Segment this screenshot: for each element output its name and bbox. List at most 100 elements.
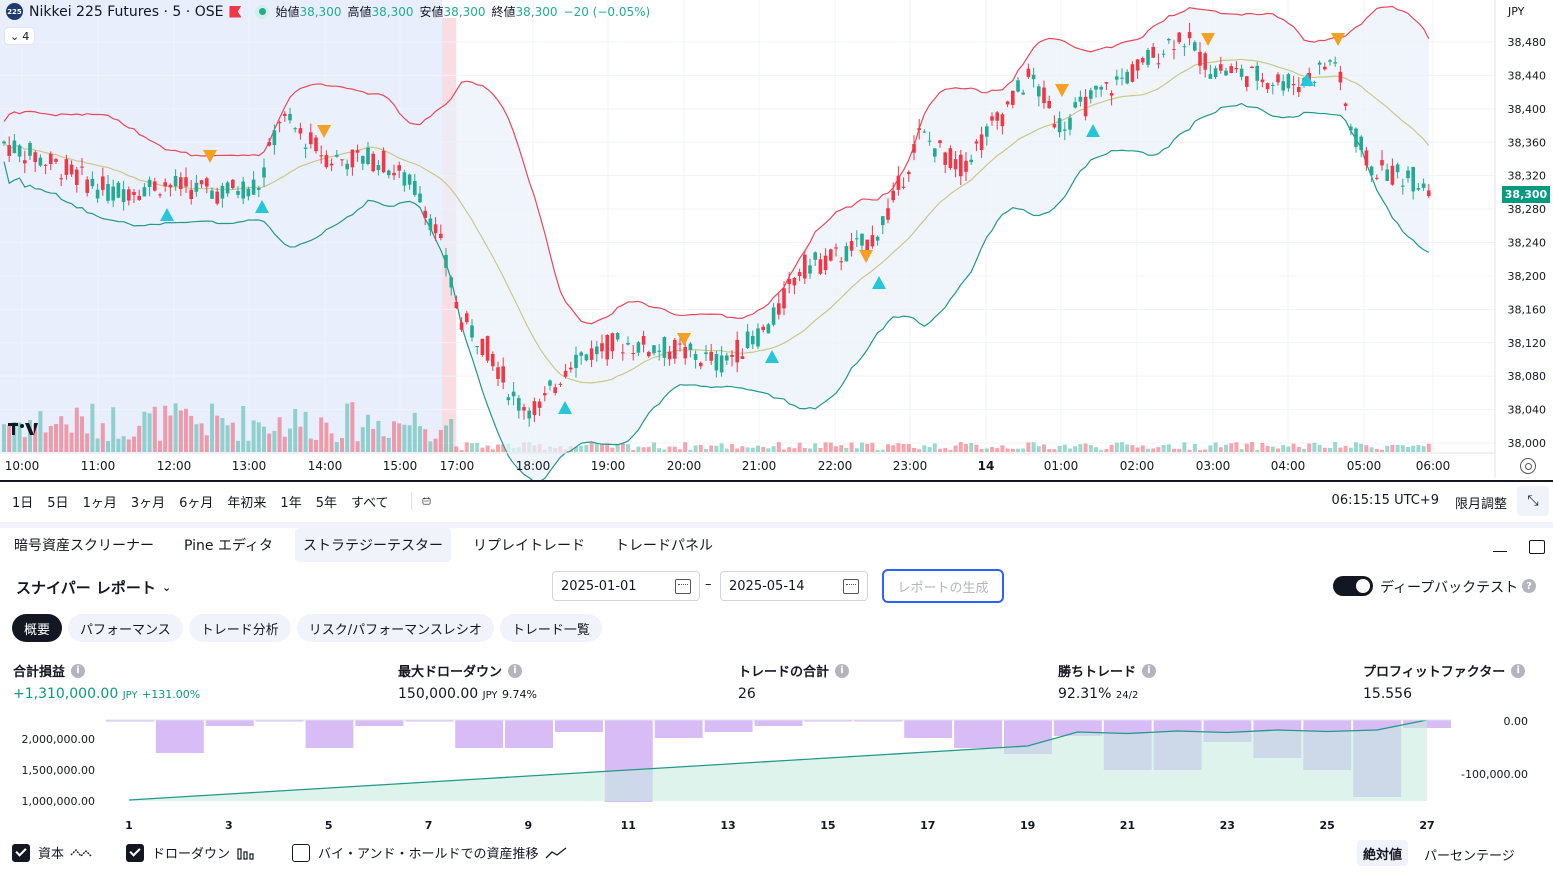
- help-icon[interactable]: i: [835, 663, 850, 678]
- date-from-input[interactable]: 2025-01-01: [552, 571, 700, 601]
- volume-bar: [1166, 444, 1171, 452]
- symbol-logo: 225: [6, 3, 23, 20]
- candle-body: [480, 338, 485, 355]
- metric-total-trades: トレードの合計 i 26: [738, 661, 850, 702]
- candle-body: [179, 177, 183, 190]
- price-chart[interactable]: 38,480 38,440 38,400 38,360 38,320 38,280 38,2…: [0, 0, 1553, 483]
- volume-bar: [761, 447, 766, 452]
- left-tick-label: 2,000,000.00: [22, 733, 95, 746]
- legend-equity[interactable]: 資本: [12, 843, 92, 862]
- candle-body: [1224, 70, 1228, 76]
- metric-label: プロフィットファクター: [1363, 665, 1506, 680]
- range-1d-button[interactable]: 1日: [12, 492, 41, 511]
- equity-drawdown-chart[interactable]: 1 3 5 7 9 11 13 15 17 19 21 23 25 272,000,000.001,500…: [0, 710, 1553, 840]
- volume-bar: [303, 411, 308, 452]
- contract-adjust[interactable]: 限月調整: [1454, 497, 1507, 512]
- volume-bar: [771, 446, 776, 452]
- range-5y-button[interactable]: 5年: [316, 492, 345, 511]
- volume-bar: [943, 448, 948, 452]
- calendar-icon[interactable]: [675, 579, 691, 594]
- candle-body: [1385, 169, 1389, 181]
- volume-bar: [1286, 446, 1291, 452]
- tab-replay-trade[interactable]: リプレイトレード: [472, 538, 585, 554]
- help-icon[interactable]: i: [508, 663, 523, 678]
- currency-label[interactable]: JPY: [1508, 5, 1525, 18]
- report-title-dropdown[interactable]: スナイパー レポート ⌄: [16, 577, 171, 598]
- deep-backtest-toggle[interactable]: [1333, 576, 1373, 596]
- range-3m-button[interactable]: 3ヶ月: [131, 492, 173, 511]
- volume-bar: [818, 447, 823, 452]
- minimize-icon[interactable]: [1493, 538, 1507, 552]
- tab-performance[interactable]: パフォーマンス: [68, 614, 183, 642]
- range-all-button[interactable]: すべて: [351, 492, 397, 511]
- candle-body: [735, 339, 739, 363]
- volume-bar: [750, 447, 755, 452]
- volume-bar: [1276, 448, 1280, 452]
- candle-body: [283, 113, 287, 116]
- drawdown-bar: [455, 720, 504, 748]
- volume-bar: [220, 418, 225, 452]
- range-6m-button[interactable]: 6ヶ月: [179, 492, 221, 511]
- tab-trade-analysis[interactable]: トレード分析: [188, 614, 291, 642]
- symbol-name[interactable]: Nikkei 225 Futures · 5 · OSE: [29, 3, 224, 20]
- legend-drawdown[interactable]: ドローダウン: [126, 843, 258, 862]
- candle-body: [1011, 90, 1015, 105]
- range-1m-button[interactable]: 1ヶ月: [83, 492, 125, 511]
- volume-bar: [901, 443, 906, 452]
- tab-crypto-screener[interactable]: 暗号資産スクリーナー: [14, 538, 154, 554]
- volume-bar: [215, 415, 220, 452]
- tradingview-logo[interactable]: [8, 421, 38, 441]
- candle-body: [719, 355, 724, 373]
- volume-bar: [381, 436, 386, 452]
- percentage-button[interactable]: パーセンテージ: [1424, 849, 1515, 864]
- tab-trade-list[interactable]: トレード一覧: [499, 614, 602, 642]
- x-tick-label: 3: [225, 819, 233, 832]
- range-1y-button[interactable]: 1年: [280, 492, 309, 511]
- date-to-input[interactable]: 2025-05-14: [720, 571, 868, 601]
- clock-timezone[interactable]: 06:15:15 UTC+9: [1331, 493, 1439, 508]
- candle-body: [220, 185, 225, 199]
- collapse-icon[interactable]: ⤡: [1517, 486, 1549, 516]
- indicator-toggle-button[interactable]: ⌄ 4: [4, 27, 36, 45]
- candle-body: [548, 380, 552, 386]
- chart-settings-icon[interactable]: [1520, 458, 1536, 474]
- volume-bar: [1296, 446, 1301, 452]
- calendar-icon[interactable]: [843, 579, 859, 594]
- help-icon[interactable]: i: [71, 663, 86, 678]
- legend-buyhold[interactable]: バイ・アンド・ホールドでの資産推移: [292, 843, 566, 862]
- range-ytd-button[interactable]: 年初来: [227, 492, 274, 511]
- candle-body: [1390, 165, 1395, 185]
- date-separator: –: [705, 577, 712, 592]
- absolute-button[interactable]: 絶対値: [1357, 840, 1409, 866]
- equity-checkbox[interactable]: [12, 843, 30, 862]
- tab-strategy-tester[interactable]: ストラテジーテスター: [294, 528, 451, 562]
- volume-bar: [95, 438, 100, 452]
- help-icon[interactable]: i: [1142, 663, 1157, 678]
- buy-signal-marker: [872, 276, 886, 289]
- help-icon[interactable]: i: [1511, 663, 1526, 678]
- drawdown-bar: [555, 720, 603, 732]
- goto-date-icon[interactable]: [410, 492, 431, 510]
- time-tick-label: 20:00: [667, 459, 702, 473]
- maximize-icon[interactable]: [1529, 540, 1545, 554]
- market-status-icon[interactable]: [255, 4, 270, 19]
- price-chart-canvas[interactable]: 38,480 38,440 38,400 38,360 38,320 38,280 38,2…: [0, 0, 1553, 483]
- tab-risk-ratio[interactable]: リスク/パフォーマンスレシオ: [296, 614, 494, 642]
- candle-body: [1182, 46, 1187, 48]
- volume-bar: [1182, 442, 1187, 452]
- buyhold-checkbox[interactable]: [292, 843, 311, 862]
- volume-bar: [906, 443, 911, 452]
- candle-body: [1073, 102, 1077, 108]
- flag-icon[interactable]: [229, 5, 242, 18]
- tab-trade-panel[interactable]: トレードパネル: [614, 538, 713, 554]
- volume-bar: [683, 442, 688, 452]
- generate-report-button[interactable]: レポートの生成: [882, 569, 1004, 603]
- tab-pine-editor[interactable]: Pine エディタ: [184, 538, 273, 554]
- help-icon[interactable]: ?: [1522, 579, 1536, 593]
- drawdown-bar: [355, 720, 404, 726]
- tab-overview[interactable]: 概要: [12, 614, 63, 642]
- volume-bar: [1317, 444, 1322, 452]
- candle-body: [1146, 49, 1150, 65]
- drawdown-checkbox[interactable]: [126, 843, 145, 862]
- range-5d-button[interactable]: 5日: [47, 492, 76, 511]
